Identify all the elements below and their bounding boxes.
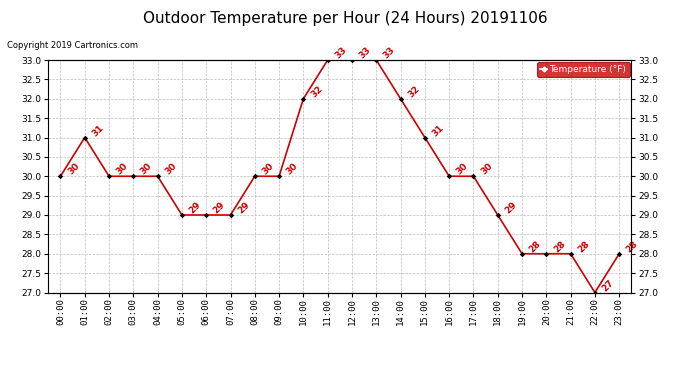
Text: 30: 30 [455,162,470,177]
Text: 30: 30 [66,162,81,177]
Text: 30: 30 [285,162,299,177]
Text: 28: 28 [552,239,567,254]
Text: 29: 29 [212,200,227,216]
Text: 28: 28 [624,239,640,254]
Text: 29: 29 [236,200,251,216]
Text: 29: 29 [503,200,519,216]
Text: 33: 33 [333,45,348,61]
Text: 28: 28 [576,239,591,254]
Text: 32: 32 [309,84,324,99]
Text: Copyright 2019 Cartronics.com: Copyright 2019 Cartronics.com [7,41,138,50]
Text: Outdoor Temperature per Hour (24 Hours) 20191106: Outdoor Temperature per Hour (24 Hours) … [143,11,547,26]
Text: 30: 30 [139,162,154,177]
Text: 28: 28 [528,239,543,254]
Text: 31: 31 [90,123,106,138]
Text: 30: 30 [479,162,494,177]
Text: 30: 30 [260,162,275,177]
Text: 27: 27 [600,278,615,293]
Text: 32: 32 [406,84,422,99]
Text: 33: 33 [357,45,373,61]
Text: 29: 29 [188,200,203,216]
Text: 33: 33 [382,45,397,61]
Text: 30: 30 [163,162,178,177]
Text: 30: 30 [115,162,130,177]
Text: 31: 31 [431,123,446,138]
Legend: Temperature (°F): Temperature (°F) [538,62,629,77]
